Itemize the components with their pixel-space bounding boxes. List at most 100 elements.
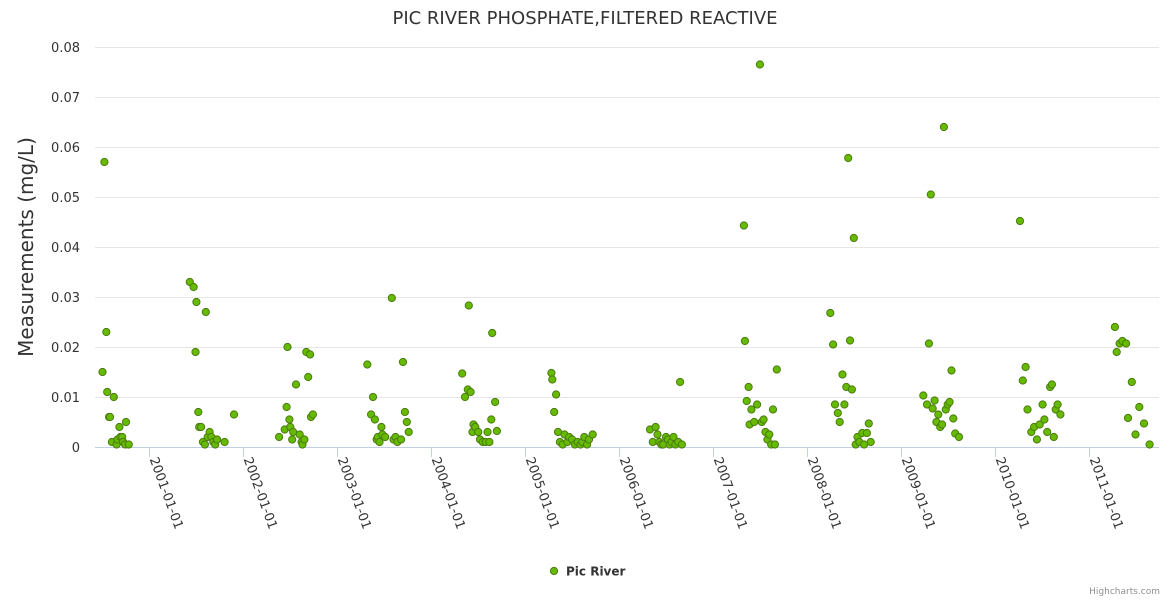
- data-point[interactable]: [200, 440, 209, 449]
- data-point[interactable]: [835, 417, 844, 427]
- data-point[interactable]: [282, 402, 291, 412]
- data-point[interactable]: [677, 440, 687, 449]
- data-point[interactable]: [945, 397, 954, 407]
- data-point[interactable]: [213, 435, 222, 444]
- data-point[interactable]: [830, 400, 840, 409]
- data-point[interactable]: [491, 397, 500, 407]
- data-point[interactable]: [191, 347, 200, 357]
- data-point[interactable]: [844, 153, 853, 163]
- data-point[interactable]: [387, 293, 396, 303]
- data-point[interactable]: [1049, 432, 1058, 442]
- data-point[interactable]: [201, 307, 210, 317]
- legend-marker-pic-river[interactable]: [549, 566, 559, 576]
- data-point[interactable]: [849, 233, 858, 243]
- data-point[interactable]: [400, 407, 409, 417]
- data-point[interactable]: [753, 400, 762, 409]
- data-point[interactable]: [375, 437, 384, 447]
- data-point[interactable]: [840, 400, 849, 409]
- data-point[interactable]: [300, 435, 309, 444]
- credits-link[interactable]: Highcharts.com: [1089, 587, 1160, 597]
- data-point[interactable]: [1023, 405, 1032, 414]
- data-point[interactable]: [285, 415, 294, 424]
- data-point[interactable]: [826, 308, 835, 318]
- data-point[interactable]: [402, 417, 411, 427]
- data-point[interactable]: [1032, 435, 1042, 444]
- data-point[interactable]: [291, 380, 301, 389]
- data-point[interactable]: [192, 297, 201, 307]
- data-point[interactable]: [847, 385, 857, 394]
- data-point[interactable]: [939, 122, 949, 132]
- data-point[interactable]: [829, 340, 838, 349]
- data-point[interactable]: [1043, 427, 1052, 437]
- data-point[interactable]: [197, 422, 206, 432]
- data-point[interactable]: [669, 432, 678, 442]
- data-point[interactable]: [1047, 380, 1057, 389]
- data-point[interactable]: [220, 437, 229, 447]
- data-point[interactable]: [1135, 402, 1144, 412]
- data-point[interactable]: [397, 435, 406, 444]
- data-point[interactable]: [770, 440, 780, 449]
- data-point[interactable]: [363, 360, 372, 369]
- data-point[interactable]: [275, 432, 284, 442]
- data-point[interactable]: [109, 392, 118, 402]
- data-point[interactable]: [1056, 410, 1065, 419]
- data-point[interactable]: [103, 387, 112, 397]
- data-point[interactable]: [845, 336, 855, 345]
- data-point[interactable]: [1018, 376, 1027, 385]
- data-point[interactable]: [377, 422, 386, 432]
- data-point[interactable]: [458, 369, 467, 378]
- data-point[interactable]: [862, 428, 872, 438]
- data-point[interactable]: [949, 414, 958, 423]
- data-point[interactable]: [676, 377, 685, 387]
- data-point[interactable]: [765, 430, 774, 439]
- data-point[interactable]: [747, 405, 756, 414]
- data-point[interactable]: [194, 407, 203, 417]
- data-point[interactable]: [124, 440, 133, 449]
- data-point[interactable]: [460, 392, 470, 402]
- data-point[interactable]: [304, 372, 313, 382]
- data-point[interactable]: [759, 415, 768, 424]
- data-point[interactable]: [1112, 347, 1121, 357]
- legend-label-pic-river[interactable]: Pic River: [566, 565, 626, 579]
- data-point[interactable]: [474, 427, 483, 437]
- data-point[interactable]: [755, 60, 765, 69]
- data-point[interactable]: [464, 301, 473, 310]
- data-point[interactable]: [370, 415, 379, 424]
- data-point[interactable]: [483, 427, 492, 437]
- data-point[interactable]: [102, 327, 111, 337]
- data-point[interactable]: [928, 404, 937, 413]
- data-point[interactable]: [772, 365, 781, 374]
- data-point[interactable]: [768, 405, 778, 414]
- data-point[interactable]: [98, 367, 107, 377]
- data-point[interactable]: [548, 375, 557, 384]
- data-point[interactable]: [1131, 430, 1140, 439]
- data-point[interactable]: [588, 430, 597, 439]
- data-point[interactable]: [1021, 362, 1030, 372]
- data-point[interactable]: [1040, 415, 1049, 424]
- data-point[interactable]: [288, 435, 297, 444]
- data-point[interactable]: [283, 342, 292, 352]
- data-point[interactable]: [552, 390, 561, 399]
- data-point[interactable]: [485, 437, 494, 447]
- data-point[interactable]: [295, 430, 304, 439]
- data-point[interactable]: [651, 422, 660, 432]
- data-point[interactable]: [121, 417, 131, 427]
- data-point[interactable]: [1110, 322, 1120, 332]
- legend[interactable]: Pic River: [549, 565, 626, 579]
- data-point[interactable]: [466, 387, 475, 397]
- data-point[interactable]: [306, 350, 315, 359]
- data-point[interactable]: [105, 412, 115, 422]
- data-point[interactable]: [924, 339, 934, 348]
- series-pic-river[interactable]: [98, 60, 1154, 449]
- data-point[interactable]: [492, 426, 501, 436]
- data-point[interactable]: [742, 396, 751, 406]
- data-point[interactable]: [938, 420, 947, 429]
- data-point[interactable]: [1122, 339, 1131, 348]
- data-point[interactable]: [838, 370, 847, 379]
- data-point[interactable]: [550, 407, 559, 417]
- data-point[interactable]: [653, 430, 662, 439]
- data-point[interactable]: [398, 357, 408, 367]
- data-point[interactable]: [381, 432, 390, 442]
- data-point[interactable]: [308, 410, 317, 419]
- data-point[interactable]: [866, 437, 875, 447]
